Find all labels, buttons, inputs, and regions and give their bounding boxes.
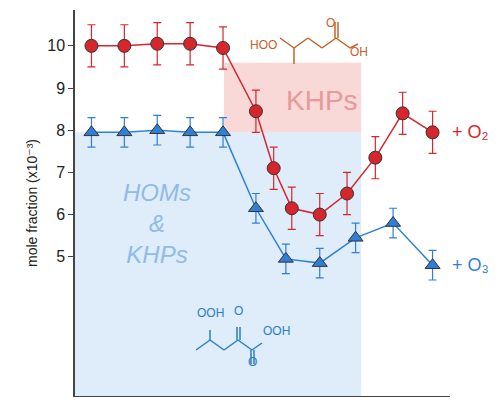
svg-text:mole fraction (x10⁻³): mole fraction (x10⁻³) [24,139,40,267]
svg-text:HOO: HOO [250,38,277,52]
svg-text:+ O₂: + O₂ [452,122,489,142]
svg-text:OOH: OOH [263,324,290,338]
svg-text:5: 5 [56,248,65,265]
svg-text:+ O₃: + O₃ [452,255,489,275]
svg-text:HOMs&KHPs: HOMs&KHPs [123,179,191,268]
svg-text:KHPs: KHPs [286,85,358,116]
svg-text:7: 7 [56,164,65,181]
svg-text:OOH: OOH [197,306,224,320]
svg-text:9: 9 [56,80,65,97]
svg-text:6: 6 [56,206,65,223]
svg-text:O: O [248,355,257,369]
svg-text:OH: OH [350,45,368,59]
svg-text:10: 10 [47,37,65,54]
svg-text:8: 8 [56,122,65,139]
svg-text:O: O [234,304,243,318]
svg-text:O: O [326,16,335,30]
